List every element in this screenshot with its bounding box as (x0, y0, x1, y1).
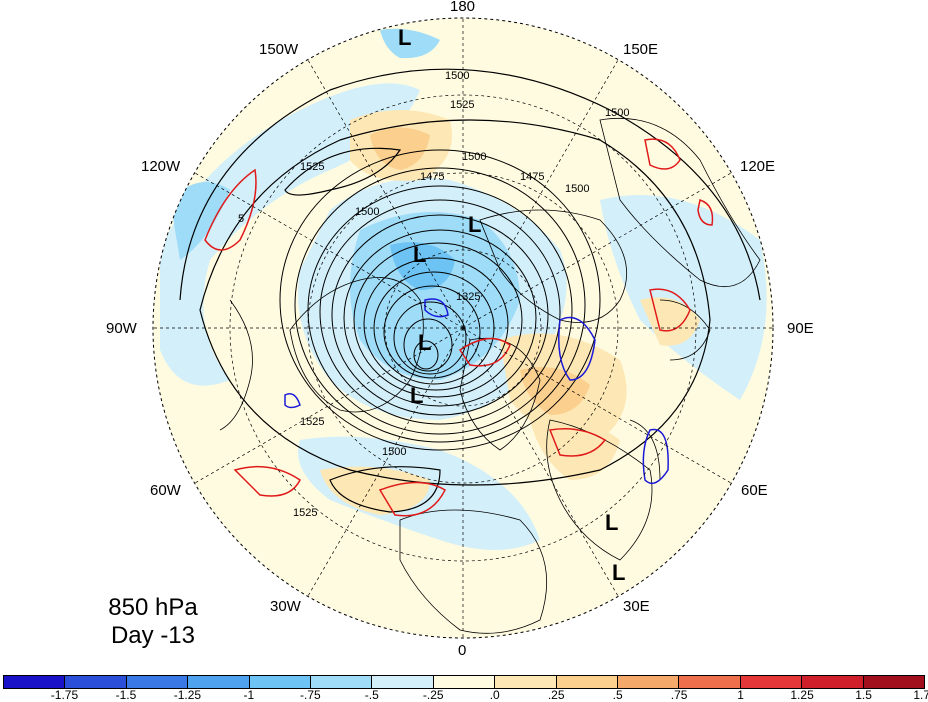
anomaly-positive-region (320, 466, 430, 515)
anomaly-negative-region (380, 28, 440, 59)
colorbar-box (802, 676, 864, 688)
low-marker: L (410, 383, 423, 408)
lon-label-120e: 120E (740, 158, 776, 175)
graticule (153, 18, 773, 638)
colorbar-tick-label: 1 (737, 688, 744, 702)
contour-label: 1475 (520, 171, 544, 183)
colorbar-box (372, 676, 434, 688)
lon-label-90w: 90W (106, 320, 137, 337)
contour-label: 1525 (293, 507, 317, 519)
colorbar-box (679, 676, 741, 688)
height-contours (179, 68, 761, 513)
anomaly-positive-region (530, 417, 620, 480)
lon-label-90e: 90E (787, 320, 814, 337)
colorbar-tick-label: -1.25 (173, 688, 202, 702)
positive-anomaly-contours (204, 138, 714, 517)
contour-label: 1500 (462, 151, 486, 163)
colorbar-box (126, 676, 189, 688)
low-marker: L (413, 242, 426, 267)
title-day: Day -13 (110, 622, 196, 649)
contour-label: 1525 (300, 416, 324, 428)
map-boundary (152, 17, 774, 639)
colorbar-tick-label: .0 (489, 688, 500, 702)
contour-label: 1325 (456, 291, 480, 303)
contour-label: 1500 (605, 107, 629, 119)
negative-anomaly-contours (284, 298, 669, 485)
anomaly-negative-region (170, 182, 230, 260)
colorbar-box (556, 676, 619, 688)
lon-label-150w: 150W (259, 41, 299, 58)
colorbar-tick-label: .75 (670, 688, 688, 702)
low-marker: L (418, 330, 431, 355)
contour-label: 1525 (450, 99, 474, 111)
contour-label: 1500 (565, 183, 589, 195)
colorbar-box (618, 676, 680, 688)
colorbar-box (740, 676, 803, 688)
contour-label: 1500 (382, 446, 406, 458)
contour-label: 1500 (445, 70, 469, 82)
colorbar-tick-label: -1.75 (50, 688, 79, 702)
colorbar-tick-label: -1 (243, 688, 255, 702)
colorbar-box (311, 676, 373, 688)
lon-label-180: 180 (450, 0, 476, 15)
contour-label: 5 (238, 213, 244, 225)
colorbar-box (4, 676, 66, 688)
inner-contours (279, 149, 601, 451)
low-marker: L (612, 560, 625, 585)
colorbar (3, 675, 925, 689)
colorbar-tick-label: -1.5 (115, 688, 137, 702)
lon-label-60e: 60E (741, 482, 768, 499)
colorbar-tick-label: .5 (612, 688, 623, 702)
title-level: 850 hPa (108, 594, 198, 621)
colorbar-tick-label: 1.25 (790, 688, 814, 702)
anomaly-negative-region (600, 195, 767, 400)
colorbar-tick-label: -.5 (364, 688, 379, 702)
colorbar-tick-label: 1.75 (913, 688, 928, 702)
colorbar-tick-label: -.25 (422, 688, 444, 702)
colorbar-tick-label: 1.5 (855, 688, 872, 702)
contour-label: 1500 (355, 206, 379, 218)
colorbar-tick-label: -.75 (299, 688, 321, 702)
lon-label-150e: 150E (623, 41, 659, 58)
lon-label-30w: 30W (270, 598, 301, 615)
low-marker: L (468, 212, 481, 237)
contour-label: 1525 (300, 161, 324, 173)
lon-label-120w: 120W (141, 158, 181, 175)
map-title: 850 hPa Day -13 (88, 594, 218, 650)
colorbar-box (188, 676, 250, 688)
colorbar-box (433, 676, 496, 688)
lon-label-0: 0 (458, 642, 467, 659)
colorbar-box (65, 676, 127, 688)
contour-labels: 1500 1525 1500 1525 1475 1500 1475 1500 … (238, 70, 629, 519)
lon-label-30e: 30E (623, 598, 650, 615)
colorbar-box (863, 676, 925, 688)
lon-label-60w: 60W (150, 482, 181, 499)
colorbar-box (249, 676, 312, 688)
contour-label: 1475 (420, 171, 444, 183)
low-marker: L (605, 510, 618, 535)
low-marker: L (398, 25, 411, 50)
low-pressure-markers: L L L L L L L (398, 25, 625, 585)
colorbar-box (495, 676, 557, 688)
colorbar-tick-label: .25 (547, 688, 565, 702)
